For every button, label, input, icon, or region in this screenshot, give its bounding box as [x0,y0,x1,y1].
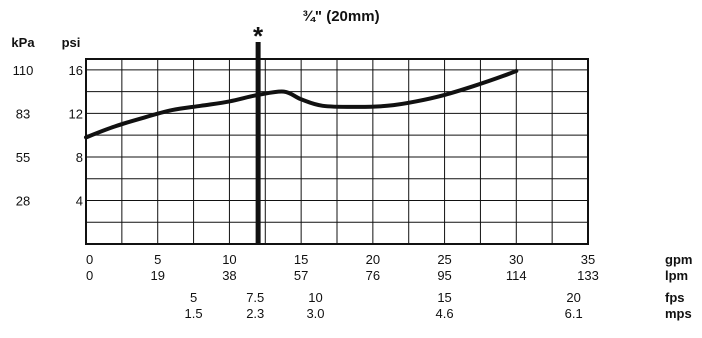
psi-tick-label: 4 [76,193,83,208]
x-tick-label-fps: 7.5 [246,290,264,305]
chart-grid [85,58,589,245]
x-tick-label-fps: 20 [566,290,580,305]
x-tick-label-gpm: 0 [86,252,93,267]
x-tick-label-fps: 15 [437,290,451,305]
kpa-tick-label: 110 [13,63,34,78]
x-tick-label-fps: 10 [308,290,322,305]
kpa-tick-label: 28 [16,193,30,208]
marker-group: * [253,21,264,244]
x-tick-label-lpm: 95 [437,268,451,283]
x-tick-label-gpm: 15 [294,252,308,267]
x-tick-label-lpm: 57 [294,268,308,283]
x-unit-label-mps: mps [665,306,692,321]
x-tick-label-mps: 3.0 [306,306,324,321]
psi-tick-label: 12 [69,106,83,121]
x-tick-label-lpm: 19 [150,268,164,283]
marker-asterisk: * [253,21,264,51]
x-unit-label-gpm: gpm [665,252,692,267]
x-unit-label-fps: fps [665,290,685,305]
y-axis-ticks: 110 16 83 12 55 8 28 4 [13,63,83,209]
psi-axis-unit: psi [62,35,81,50]
x-unit-label-lpm: lpm [665,268,688,283]
x-tick-label-lpm: 76 [366,268,380,283]
x-tick-label-fps: 5 [190,290,197,305]
x-tick-label-gpm: 20 [366,252,380,267]
x-tick-label-gpm: 30 [509,252,523,267]
kpa-axis-unit: kPa [11,35,35,50]
chart-title: ¾" (20mm) [302,8,379,25]
kpa-tick-label: 55 [16,150,30,165]
x-tick-label-lpm: 38 [222,268,236,283]
x-tick-label-lpm: 133 [577,268,599,283]
x-tick-label-gpm: 10 [222,252,236,267]
x-tick-label-mps: 2.3 [246,306,264,321]
pressure-curve [84,69,519,140]
x-tick-label-gpm: 5 [154,252,161,267]
x-tick-label-mps: 4.6 [436,306,454,321]
psi-tick-label: 16 [69,63,83,78]
kpa-tick-label: 83 [16,106,30,121]
x-tick-label-lpm: 114 [506,268,527,283]
x-axis-ticks: 0 5 10 15 20 25 30 35 gpm 0 19 38 57 76 95 114 133 lpm 5 7.… [86,252,692,321]
x-tick-label-gpm: 25 [437,252,451,267]
x-tick-label-lpm: 0 [86,268,93,283]
x-tick-label-mps: 6.1 [565,306,583,321]
x-tick-label-mps: 1.5 [185,306,203,321]
x-tick-label-gpm: 35 [581,252,595,267]
psi-tick-label: 8 [76,150,83,165]
